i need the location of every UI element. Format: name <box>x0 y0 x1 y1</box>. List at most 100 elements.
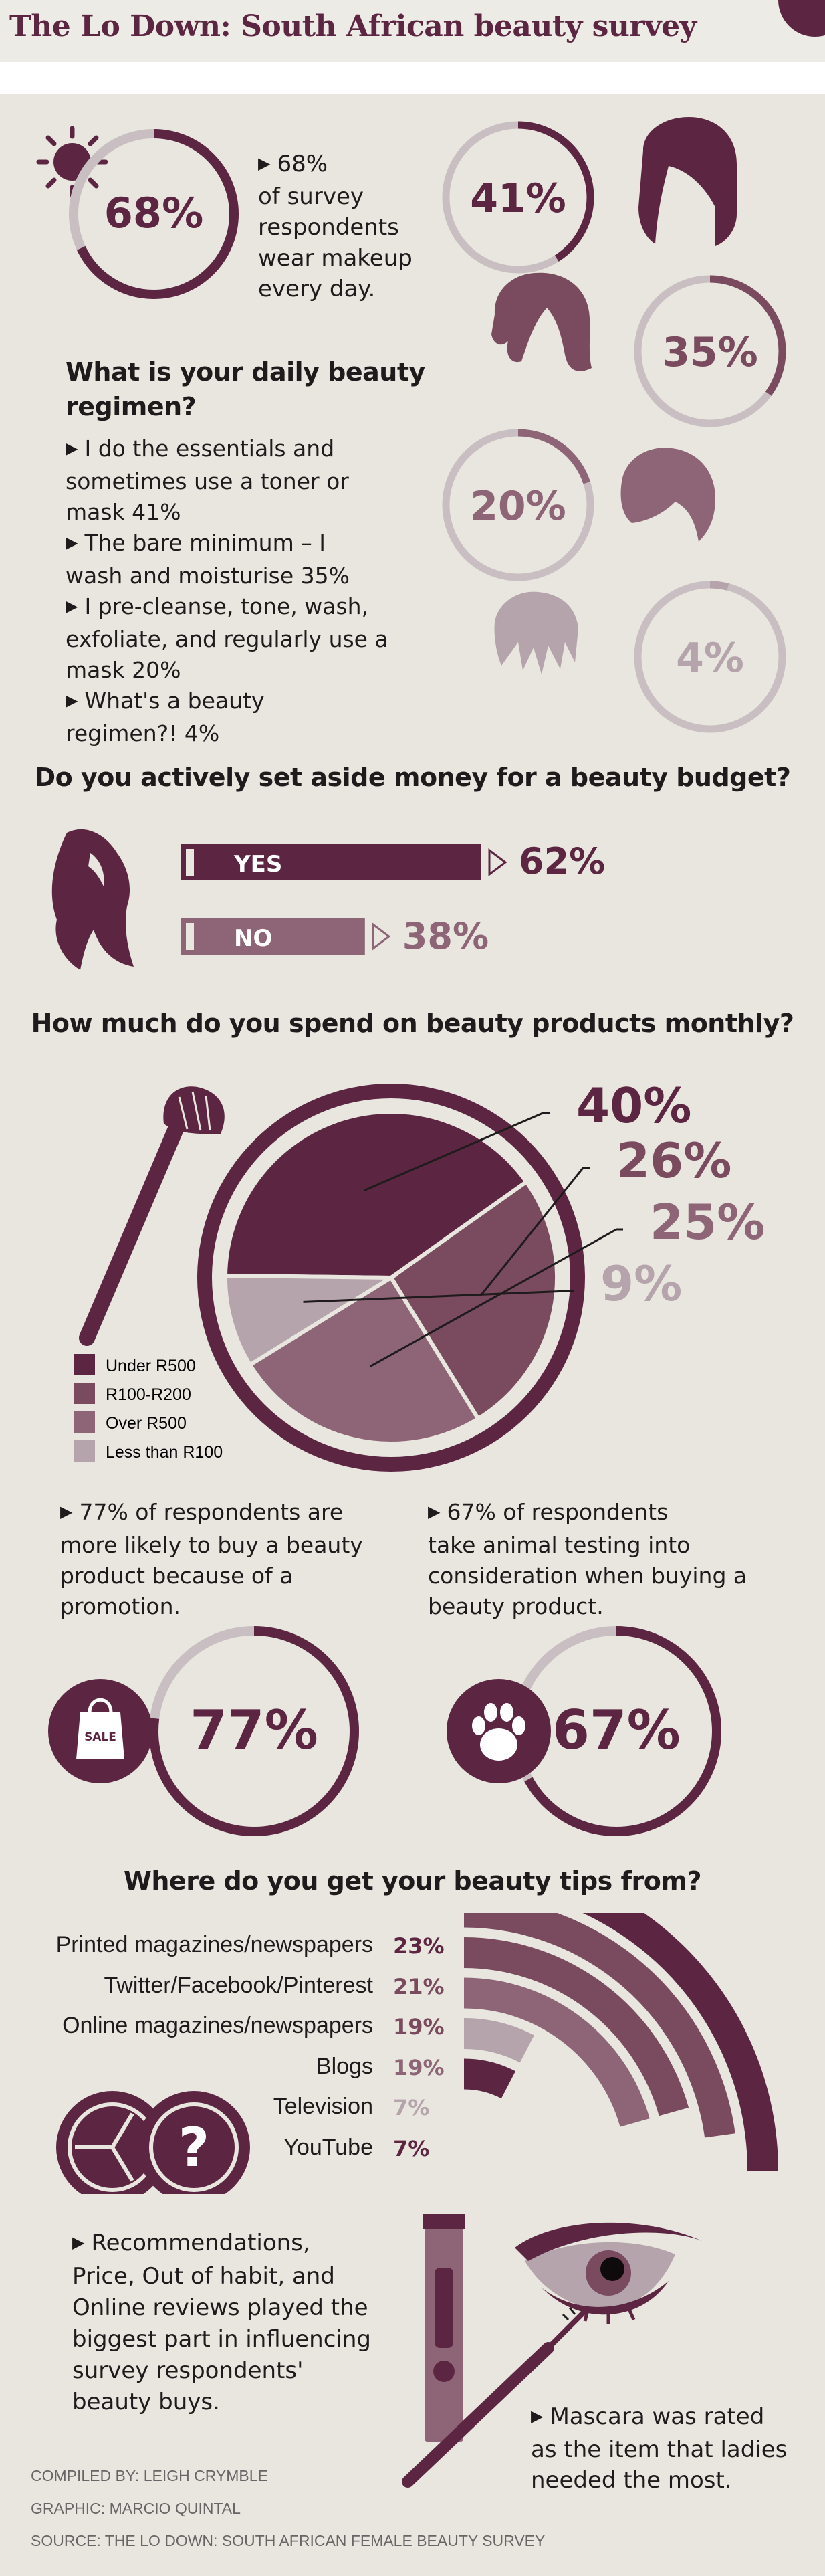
pie-slices <box>223 1110 559 1446</box>
mascara-text: Mascara was rated as the item that ladie… <box>531 2401 787 2496</box>
tip-value-label: 19% <box>393 2014 445 2040</box>
tip-source-label: Blogs <box>316 2053 373 2079</box>
mascara-line: as the item that ladies <box>531 2436 788 2463</box>
pie-leader-line <box>369 1228 623 1368</box>
no-label: NO <box>234 925 272 952</box>
makeup-ring-arc <box>69 129 239 299</box>
corner-decoration <box>778 0 825 37</box>
animal-ring-arc <box>511 1626 721 1836</box>
ring-35-label: 35% <box>662 329 758 376</box>
animal-text-line: take animal testing into <box>428 1532 691 1558</box>
tip-value-label: 7% <box>393 2095 430 2120</box>
legend-swatch <box>74 1383 95 1404</box>
ring-41-arc <box>442 121 594 274</box>
tips-arcs <box>464 1913 778 2171</box>
promo-text-line: more likely to buy a beauty <box>60 1532 363 1558</box>
tips-arc-chart: ? <box>56 1913 778 2194</box>
ring-4-label: 4% <box>676 635 744 682</box>
wavy-hair-icon <box>491 272 592 371</box>
tips-heading: Where do you get your beauty tips from? <box>123 1866 702 1896</box>
regimen-item: I do the essentials and <box>66 433 388 466</box>
pie-slice <box>388 1179 559 1422</box>
regimen-item: I pre-cleanse, tone, wash, <box>66 591 388 624</box>
yes-label: YES <box>233 851 282 878</box>
legend-label: Less than R100 <box>106 1443 223 1462</box>
ring-41-label: 41% <box>470 175 566 222</box>
regimen-item-line: sometimes use a toner or <box>66 468 349 494</box>
regimen-item: What's a beauty <box>66 686 388 718</box>
sun-icon <box>36 126 108 198</box>
mascara-graphic <box>402 2214 702 2488</box>
eye-icon <box>515 2222 702 2324</box>
makeup-text-line: wear makeup <box>258 245 412 272</box>
pie-slice <box>223 1273 398 1368</box>
legend-swatch <box>74 1440 95 1462</box>
legend-swatch <box>74 1354 95 1375</box>
no-pct: 38% <box>402 915 489 957</box>
regimen-heading: What is your daily beauty regimen? <box>66 355 425 424</box>
ring-41: 41% <box>442 121 594 274</box>
spiky-hair-icon <box>494 591 578 674</box>
tip-value-label: 19% <box>393 2054 445 2080</box>
ring-20-label: 20% <box>470 483 566 530</box>
influence-line: Recommendations, <box>72 2227 371 2261</box>
regimen-item-line: mask 41% <box>66 499 181 525</box>
yes-arrow <box>488 848 507 876</box>
ring-4: 4% <box>634 581 786 733</box>
yes-bar: YES 62% <box>181 840 605 882</box>
tip-value-label: 23% <box>393 1933 445 1959</box>
sale-label: SALE <box>84 1730 116 1744</box>
tip-source-label: Twitter/Facebook/Pinterest <box>104 1972 373 1998</box>
no-arrow <box>372 922 391 951</box>
header-stripe <box>0 62 825 94</box>
makeup-text-line: of survey <box>258 183 364 210</box>
regimen-list: I do the essentials and sometimes use a … <box>66 433 388 749</box>
tip-arc-bar <box>464 1913 735 2138</box>
spend-heading: How much do you spend on beauty products… <box>31 1009 794 1038</box>
svg-text:?: ? <box>179 2116 209 2179</box>
regimen-item-line: regimen?! 4% <box>66 720 220 747</box>
pie-slice <box>247 1274 481 1446</box>
animal-text: 67% of respondents take animal testing i… <box>428 1497 747 1622</box>
tip-value-label: 7% <box>393 2135 430 2161</box>
makeup-text: 68% of survey respondents wear makeup ev… <box>258 148 412 304</box>
tip-arc-bar <box>464 1977 650 2127</box>
paw-icon <box>447 1679 551 1783</box>
mascara-line: needed the most. <box>531 2467 732 2494</box>
tip-value-label: 21% <box>393 1973 445 1999</box>
regimen-item-line: exfoliate, and regularly use a <box>66 626 388 652</box>
promo-ring: 77% <box>149 1626 359 1836</box>
budget-graphic: YES 62% NO 38% <box>51 829 605 970</box>
header: The Lo Down: South African beauty survey <box>0 0 825 62</box>
makeup-text-line: 68% <box>258 148 412 181</box>
pie-leader-line <box>479 1167 590 1297</box>
pie-leader-line <box>303 1290 574 1303</box>
regimen-item-line: wash and moisturise 35% <box>66 563 350 589</box>
legend-label: R100-R200 <box>106 1385 191 1404</box>
question-mark-icon: ? <box>138 2091 250 2194</box>
pie-value-label: 26% <box>616 1132 731 1189</box>
regimen-heading-line: What is your daily beauty <box>66 357 425 387</box>
animal-text-line: beauty product. <box>428 1593 604 1619</box>
makeup-text-line: every day. <box>258 276 376 302</box>
tip-arc-bar <box>464 2058 516 2099</box>
regimen-item: The bare minimum – I <box>66 528 388 561</box>
no-bar: NO 38% <box>181 915 489 957</box>
makeup-ring-label: 68% <box>104 189 203 237</box>
animal-ring-label: 67% <box>552 1699 680 1761</box>
budget-heading: Do you actively set aside money for a be… <box>34 763 791 792</box>
pie-labels: 40%26%25% 9% <box>303 1078 765 1368</box>
legend-swatch <box>74 1411 95 1433</box>
tip-source-label: YouTube <box>283 2134 373 2160</box>
animal-text-line: 67% of respondents <box>428 1497 747 1530</box>
yes-pct: 62% <box>519 840 605 882</box>
tip-arc-bar <box>464 2018 534 2063</box>
regimen-rings-graphic: 41% 35% 20% 4% <box>442 117 786 733</box>
ring-20-arc <box>442 429 594 581</box>
tip-source-label: Online magazines/newspapers <box>62 2013 373 2038</box>
makeup-brush-icon <box>79 1086 225 1346</box>
sideswept-hair-icon <box>620 448 715 542</box>
spend-legend: Under R500 R100-R200 Over R500 Less than… <box>74 1354 223 1462</box>
legend-label: Over R500 <box>106 1414 187 1433</box>
promo-text: 77% of respondents are more likely to bu… <box>60 1497 363 1622</box>
